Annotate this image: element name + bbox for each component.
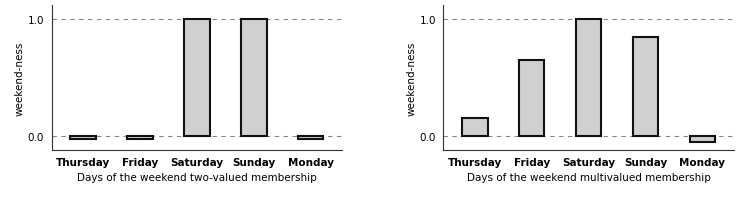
Bar (690, 136, 715, 142)
Bar (576, 20, 602, 136)
X-axis label: Days of the weekend two-valued membership: Days of the weekend two-valued membershi… (77, 172, 317, 182)
Bar (462, 119, 488, 136)
Bar (298, 136, 324, 139)
Bar (241, 20, 267, 136)
Y-axis label: weekend-ness: weekend-ness (15, 41, 25, 115)
X-axis label: Days of the weekend multivalued membership: Days of the weekend multivalued membersh… (467, 172, 711, 182)
Bar (519, 61, 545, 136)
Y-axis label: weekend-ness: weekend-ness (407, 41, 416, 115)
Bar (70, 136, 96, 139)
Bar (127, 136, 153, 139)
Bar (633, 37, 658, 136)
Bar (184, 20, 210, 136)
